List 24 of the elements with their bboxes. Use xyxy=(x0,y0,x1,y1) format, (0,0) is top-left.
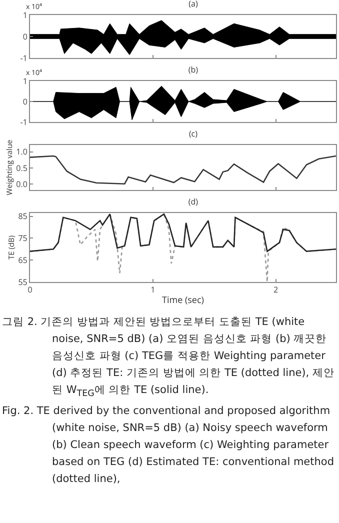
chart-title: (a) xyxy=(188,0,198,10)
y-tick-label: 85 xyxy=(18,211,28,222)
chart-title: (b) xyxy=(188,64,199,76)
y-tick-label: 0.5 xyxy=(16,162,28,174)
line-series xyxy=(30,155,336,184)
y-tick-label: 1 xyxy=(22,76,28,87)
y-tick-label: 0 xyxy=(22,96,28,108)
x-tick-label: 2 xyxy=(273,284,278,296)
y-tick-label: -1 xyxy=(20,52,28,64)
caption: Fig. 2. TE derived by the conventional and proposed algorithm (white noise, SNR=5 dB) (a) Noisy speech waveform (b) Clean speech waveform (c) Weighting parameter based on TEG (d) Estimated TE: conventional method (dotted line), xyxy=(1,404,336,488)
y-tick-label: 1.0 xyxy=(16,146,28,158)
caption: 그림 2. 기존의 방법과 제안된 방법으로부터 도출된 TE (white noise, SNR=5 dB) (a) 오염된 음성신호 파형 (b) 깨끗한 음성신호 파형 (c) TEG를 적용한 Weighting parameter (d) 추정된 TE: 기존의 방법에 의한 TE (dotted line), 제안된 W$_{TEG}$에 의한 TE (solid line). xyxy=(1,315,336,402)
y-tick-label: 75 xyxy=(18,232,28,244)
line-series xyxy=(30,213,336,252)
y-tick-label: 0.0 xyxy=(16,178,28,190)
y-tick-label: 1 xyxy=(22,10,28,21)
x-tick-label: 1 xyxy=(150,284,156,296)
y-tick-label: 0 xyxy=(22,31,28,42)
y-tick-label: 55 xyxy=(18,276,28,288)
x-axis-title: Time (sec) xyxy=(162,293,204,306)
chart-title: (d) xyxy=(188,196,199,208)
chart-title: (c) xyxy=(188,128,198,140)
y-tick-label: 65 xyxy=(18,254,28,266)
y-tick-label: -1 xyxy=(20,116,28,128)
